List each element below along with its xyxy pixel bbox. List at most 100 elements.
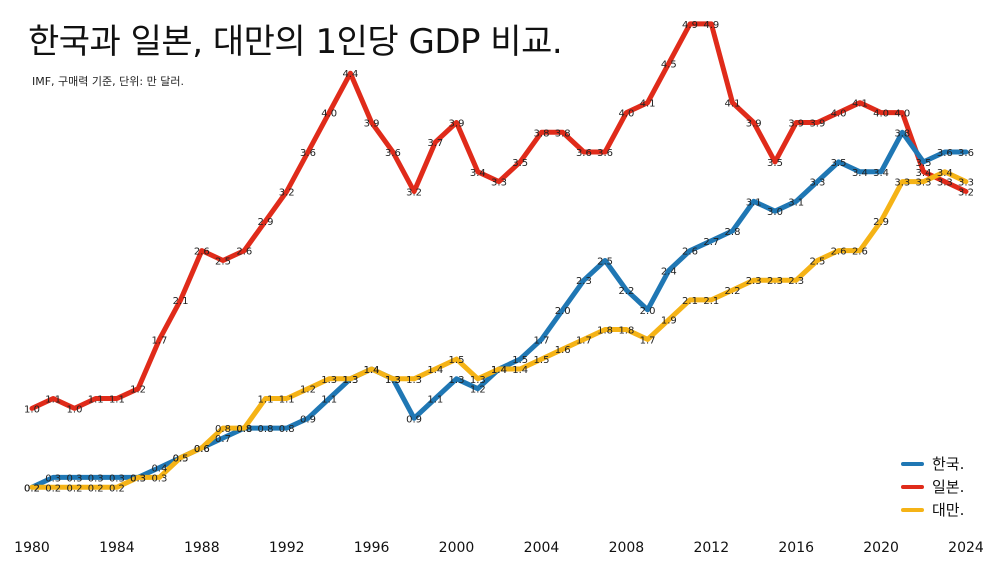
x-tick-label: 1988 [184,540,220,556]
japan-series-line [29,21,969,411]
japan-data-label: 4.9 [703,20,719,31]
taiwan-data-label: 1.8 [597,326,613,337]
korea-data-label: 0.8 [279,424,295,435]
japan-data-label: 3.8 [555,128,571,139]
korea-data-label: 0.7 [215,434,231,445]
japan-data-label: 2.6 [236,247,252,258]
korea-data-label: 0.3 [130,473,146,484]
japan-data-label: 3.2 [406,188,422,199]
japan-data-label: 4.0 [831,109,847,120]
korea-data-label: 1.4 [491,365,507,376]
taiwan-data-label: 1.3 [406,375,422,386]
x-tick-label: 2004 [524,540,560,556]
korea-data-label: 1.4 [364,365,380,376]
korea-data-label: 2.7 [703,237,719,248]
korea-data-label: 3.6 [937,148,953,159]
japan-data-label: 4.9 [682,20,698,31]
korea-data-label: 3.5 [831,158,847,169]
japan-data-label: 3.6 [385,148,401,159]
taiwan-data-label: 1.5 [449,355,465,366]
korea-data-label: 1.7 [534,335,550,346]
japan-data-label: 2.9 [258,217,274,228]
japan-data-label: 3.2 [279,188,295,199]
japan-data-label: 3.5 [767,158,783,169]
korea-data-label: 2.0 [640,306,656,317]
taiwan-data-label: 3.3 [894,178,910,189]
japan-data-label: 3.8 [534,128,550,139]
japan-data-label: 3.9 [788,119,804,130]
japan-data-label: 4.1 [640,99,656,110]
taiwan-data-label: 2.3 [746,276,762,287]
korea-data-label: 2.6 [682,247,698,258]
japan-data-label: 2.1 [173,296,189,307]
taiwan-data-label: 0.2 [67,483,83,494]
taiwan-data-label: 3.3 [958,178,974,189]
taiwan-data-label: 1.4 [427,365,443,376]
taiwan-data-label: 3.3 [916,178,932,189]
series-layer [29,21,969,490]
korea-data-label: 1.3 [385,375,401,386]
korea-data-label: 0.3 [109,473,125,484]
korea-data-label: 0.3 [45,473,61,484]
taiwan-data-label: 0.5 [173,454,189,465]
taiwan-data-label: 0.3 [130,473,146,484]
korea-data-label: 3.4 [852,168,868,179]
korea-data-label: 3.8 [894,128,910,139]
korea-data-label: 2.5 [597,257,613,268]
korea-data-label: 1.1 [321,395,337,406]
korea-data-label: 3.3 [809,178,825,189]
taiwan-data-label: 2.2 [725,286,741,297]
japan-data-label: 3.7 [427,138,443,149]
korea-data-label: 2.4 [661,266,677,277]
korea-data-label: 1.1 [427,395,443,406]
japan-data-label: 3.9 [746,119,762,130]
taiwan-data-label: 3.4 [937,168,953,179]
x-tick-label: 2008 [609,540,645,556]
japan-data-label: 4.4 [342,69,358,80]
korea-data-label: 2.0 [555,306,571,317]
x-tick-label: 2000 [439,540,475,556]
legend: 한국. 일본. 대만. [901,455,964,519]
korea-data-label: 0.6 [194,444,210,455]
korea-data-label: 3.0 [767,207,783,218]
taiwan-data-label: 1.3 [321,375,337,386]
taiwan-data-label: 2.6 [852,247,868,258]
taiwan-data-label: 1.6 [555,345,571,356]
x-tick-label: 2012 [693,540,729,556]
x-tick-label: 2024 [948,540,984,556]
japan-data-label: 3.5 [512,158,528,169]
taiwan-data-label: 0.2 [109,483,125,494]
taiwan-data-label: 1.7 [576,335,592,346]
korea-data-label: 3.6 [958,148,974,159]
japan-data-label: 3.3 [491,178,507,189]
taiwan-data-label: 0.2 [88,483,104,494]
korea-data-label: 0.3 [67,473,83,484]
korea-data-label: 0.5 [173,454,189,465]
japan-data-label: 4.0 [894,109,910,120]
taiwan-data-label: 0.2 [45,483,61,494]
taiwan-data-label: 1.2 [300,385,316,396]
x-tick-label: 1992 [269,540,305,556]
japan-data-label: 1.1 [45,395,61,406]
japan-data-label: 3.6 [300,148,316,159]
korea-data-label: 1.3 [449,375,465,386]
taiwan-data-label: 1.1 [279,395,295,406]
taiwan-data-label: 2.6 [831,247,847,258]
taiwan-data-label: 2.3 [767,276,783,287]
taiwan-data-label: 0.8 [236,424,252,435]
korea-data-label: 2.8 [725,227,741,238]
taiwan-data-label: 1.4 [491,365,507,376]
japan-data-label: 1.0 [67,404,83,415]
korea-data-label: 1.2 [470,385,486,396]
japan-data-label: 3.6 [576,148,592,159]
japan-data-label: 1.1 [109,395,125,406]
chart-title: 한국과 일본, 대만의 1인당 GDP 비교. [28,22,563,62]
taiwan-data-label: 1.3 [385,375,401,386]
taiwan-data-label: 1.1 [258,395,274,406]
taiwan-data-label: 1.8 [618,326,634,337]
x-tick-label: 2020 [863,540,899,556]
korea-data-label: 3.5 [916,158,932,169]
japan-data-label: 3.4 [916,168,932,179]
korea-data-label: 3.4 [873,168,889,179]
korea-data-label: 2.3 [576,276,592,287]
